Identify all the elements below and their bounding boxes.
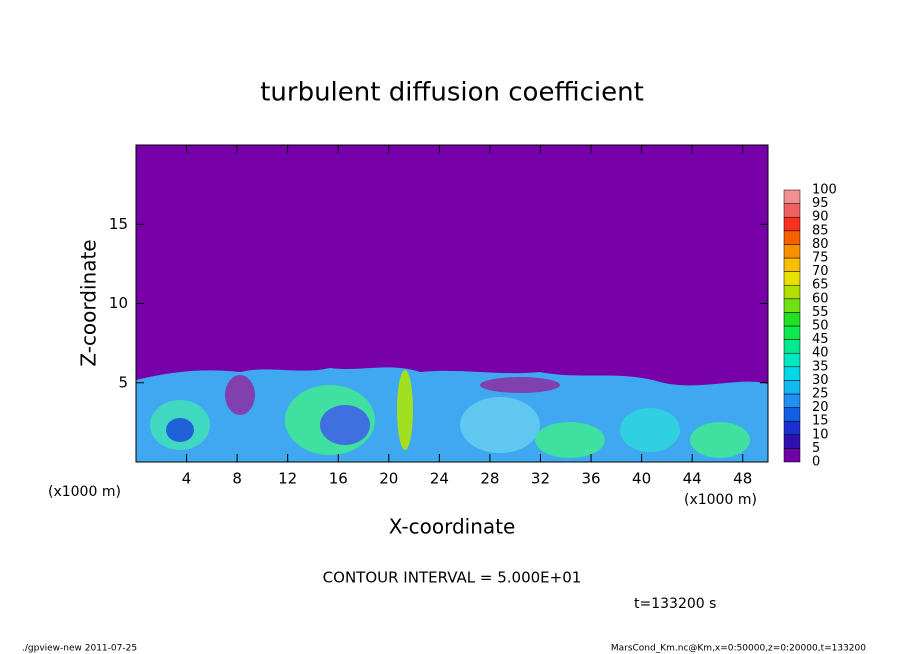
y-tick-label: 5 (118, 373, 128, 391)
x-tick-label: 48 (733, 470, 752, 488)
x-tick-label: 24 (430, 470, 449, 488)
colorbar-label: 0 (812, 455, 820, 470)
field-blob (620, 408, 680, 452)
time-label: t=133200 s (634, 596, 716, 612)
colorbar-cell (783, 257, 801, 272)
y-tick-label: 15 (109, 215, 128, 233)
footer-right: MarsCond_Km.nc@Km,x=0:50000,z=0:20000,t=… (611, 644, 866, 654)
colorbar-cell (783, 407, 801, 422)
x-tick-label: 12 (278, 470, 297, 488)
x-tick-label: 28 (480, 470, 499, 488)
colorbar-cell (783, 244, 801, 259)
colorbar-label: 25 (812, 387, 829, 402)
colorbar-cell (783, 284, 801, 300)
colorbar-cell (783, 271, 801, 286)
colorbar-label: 60 (812, 291, 829, 306)
footer-left: ./gpview-new 2011-07-25 (22, 644, 137, 654)
colorbar-label: 30 (812, 373, 829, 388)
x-tick-label: 32 (531, 470, 550, 488)
field-blob (320, 405, 370, 445)
colorbar-cell (783, 380, 801, 395)
x-tick-label: 44 (683, 470, 702, 488)
chart-title: turbulent diffusion coefficient (260, 78, 644, 108)
colorbar-label: 95 (812, 196, 829, 211)
x-unit-label: (x1000 m) (684, 492, 757, 508)
colorbar-label: 50 (812, 319, 829, 334)
colorbar-cell (783, 393, 801, 408)
x-tick-label: 4 (182, 470, 192, 488)
colorbar-label: 65 (812, 278, 829, 293)
colorbar-cell (783, 339, 801, 354)
x-tick-label: 36 (581, 470, 600, 488)
colorbar-cell (783, 203, 801, 218)
field-blob (166, 418, 194, 442)
colorbar-label: 35 (812, 359, 829, 374)
field-blob (690, 422, 750, 458)
colorbar-label: 10 (812, 427, 829, 442)
colorbar-label: 90 (812, 210, 829, 225)
colorbar-label: 75 (812, 251, 829, 266)
colorbar-cell (783, 352, 801, 368)
colorbar-label: 85 (812, 223, 829, 238)
x-tick-label: 20 (379, 470, 398, 488)
colorbar-label: 15 (812, 414, 829, 429)
x-unit-label: (x1000 m) (48, 484, 121, 500)
colorbar-label: 20 (812, 400, 829, 415)
y-axis-label: Z-coordinate (77, 239, 101, 366)
colorbar-cell (783, 189, 801, 204)
x-tick-label: 40 (632, 470, 651, 488)
colorbar-cell (783, 448, 801, 463)
colorbar-label: 55 (812, 305, 829, 320)
x-tick-label: 16 (329, 470, 348, 488)
colorbar-label: 5 (812, 441, 820, 456)
colorbar-cell (783, 216, 801, 232)
contour-interval: CONTOUR INTERVAL = 5.000E+01 (323, 569, 582, 587)
colorbar-label: 40 (812, 346, 829, 361)
y-tick-label: 10 (109, 294, 128, 312)
field-blob (535, 422, 605, 458)
field-blob (397, 370, 413, 450)
colorbar-label: 45 (812, 332, 829, 347)
colorbar-cell (783, 434, 801, 449)
colorbar-cell (783, 298, 801, 313)
colorbar-label: 80 (812, 237, 829, 252)
colorbar-cell (783, 420, 801, 436)
field-blob (480, 377, 560, 393)
colorbar-cell (783, 366, 801, 381)
field-blob (460, 397, 540, 453)
colorbar-cell (783, 312, 801, 327)
field-blob (225, 375, 255, 415)
colorbar-label: 70 (812, 264, 829, 279)
colorbar-label: 100 (812, 183, 837, 198)
colorbar-cell (783, 230, 801, 245)
colorbar-cell (783, 325, 801, 340)
x-tick-label: 8 (232, 470, 242, 488)
field (136, 145, 768, 462)
x-axis-label: X-coordinate (389, 515, 516, 539)
